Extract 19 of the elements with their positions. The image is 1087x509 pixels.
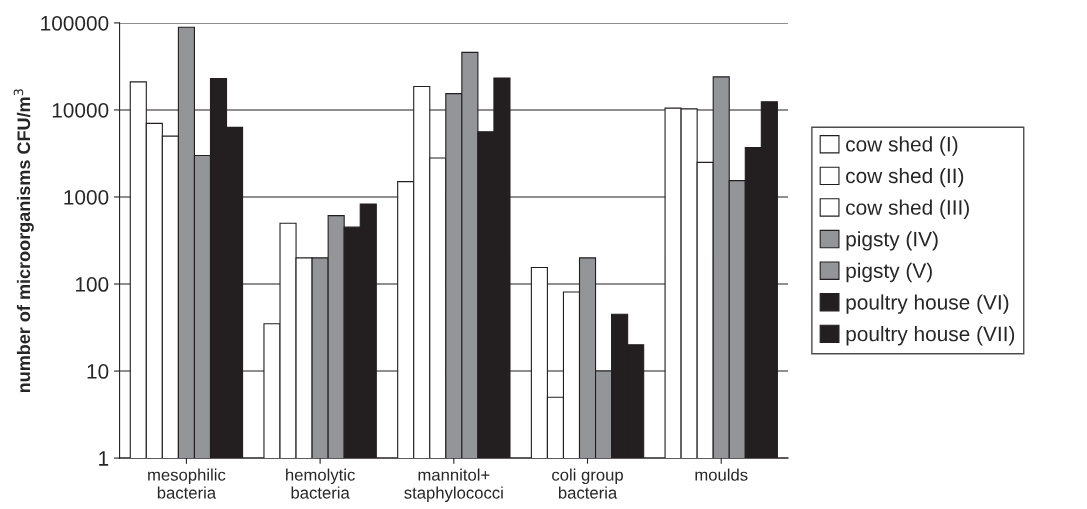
x-tick-label: moulds [695, 468, 748, 481]
x-tick-label: mannitol+ staphylococci [404, 468, 503, 503]
y-tick-label: 10 [87, 364, 109, 379]
y-tick-label: 100 [75, 277, 109, 292]
y-axis-title: number of microorganisms CFU/m$^{3}$ [13, 89, 34, 393]
x-tick-label: mesophilic bacteria [148, 468, 226, 499]
x-tick-label: coli group bacteria [552, 468, 623, 499]
y-tick-label: 100000 [41, 15, 109, 31]
y-tick-label: 1 [99, 451, 109, 466]
legend-label: pigsty (IV) [846, 231, 938, 251]
y-tick-label: 1000 [64, 189, 109, 205]
x-tick-label: hemolytic bacteria [286, 468, 355, 499]
legend-label: cow shed (III) [846, 199, 969, 219]
legend-label: cow shed (I) [846, 136, 958, 156]
legend-label: pigsty (V) [846, 262, 932, 283]
legend-label: poultry house (VII) [846, 326, 1015, 346]
legend-label: poultry house (VI) [846, 294, 1009, 314]
legend-label: cow shed (II) [846, 167, 964, 188]
y-tick-label: 10000 [52, 102, 109, 118]
